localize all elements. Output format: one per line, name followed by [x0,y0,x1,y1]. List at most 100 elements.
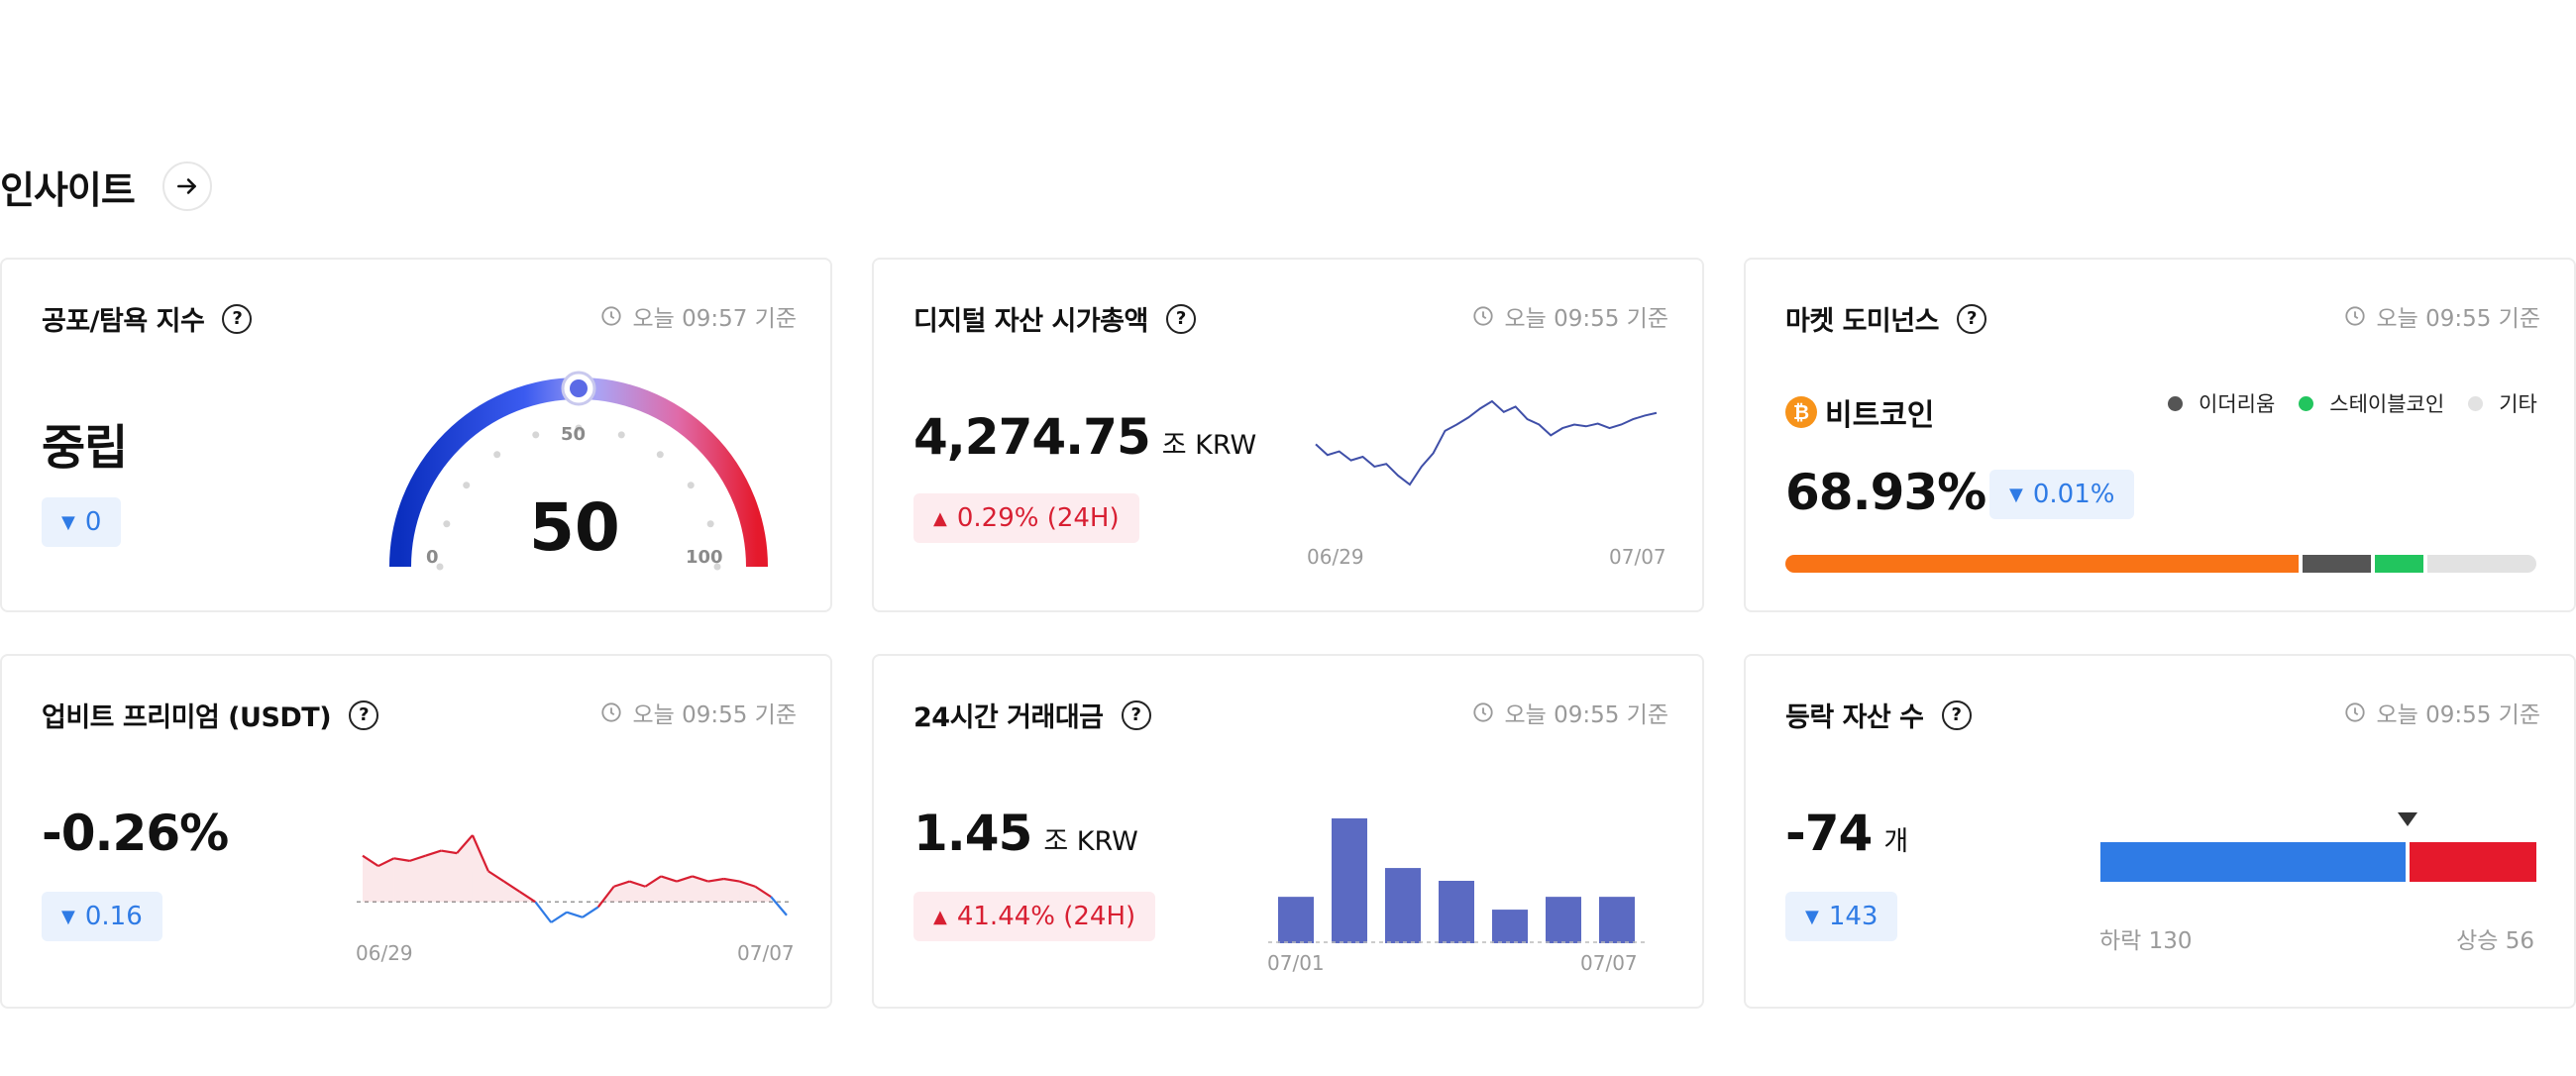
change-chip: ▲ 0.29% (24H) [913,493,1139,543]
market-cap-line-chart [1315,399,1658,486]
premium-area-segment [723,879,740,903]
timestamp: 오늘 09:55 기준 [2344,696,2540,729]
clock-icon [2345,306,2366,326]
triangle-down-icon: ▼ [2009,484,2023,505]
dominance-segment [2375,555,2428,573]
sentiment-status: 중립 [42,420,128,476]
change-value: 41.44% (24H) [956,902,1136,931]
premium-line-segment [471,834,489,872]
decline-segment [2100,842,2406,882]
marker-triangle-icon [2398,812,2417,826]
help-icon[interactable]: ? [1121,699,1151,730]
dominance-segment [1785,555,2304,573]
volume-bar [1332,818,1367,943]
x-end-label: 07/07 [737,941,795,965]
triangle-down-icon: ▼ [61,906,75,927]
change-chip: ▼ 0 [42,497,122,547]
volume-bar [1599,897,1635,943]
gauge-tick [443,520,451,528]
premium-line-segment [770,896,788,916]
market-dominance-card[interactable]: 마켓 도미넌스 ? 오늘 09:55 기준 ₿ 비트코인 68.93% ▼ 0.… [1744,258,2576,612]
legend-dot [2299,395,2314,411]
market-cap-value-row: 4,274.75 조 KRW [913,408,1256,466]
timestamp: 오늘 09:55 기준 [600,696,797,729]
help-icon[interactable]: ? [349,699,379,730]
gauge-tick [493,451,501,459]
gauge-tick [575,424,583,432]
advance-label: 상승 56 [2456,928,2534,954]
premium-line-segment [393,857,410,862]
premium-line-segment [754,885,772,899]
change-value: 0.01% [2032,480,2115,509]
premium-line-segment [534,901,553,923]
change-value: 143 [1828,902,1878,931]
upbit-premium-card[interactable]: 업비트 프리미엄 (USDT) ? 오늘 09:55 기준 -0.26% ▼ 0… [0,654,832,1009]
timestamp-text: 오늘 09:55 기준 [1504,702,1668,728]
insight-more-button[interactable] [161,161,212,211]
premium-area-segment [393,858,410,903]
premium-area-segment [692,876,708,903]
volume-bar [1278,897,1314,943]
premium-line-segment [518,891,536,904]
premium-area-segment [409,855,426,903]
premium-line-segment [692,875,709,883]
clock-icon [1473,306,1494,326]
gauge-min-label: 0 [426,547,439,568]
legend-item-ethereum: 이더리움 [2168,388,2275,418]
section-title: 인사이트 [0,167,136,212]
volume-bar [1492,910,1528,943]
dominance-segment [2427,555,2536,573]
premium-line-segment [676,875,694,883]
premium-line-segment [739,880,756,888]
gauge-tick [463,482,471,489]
market-cap-card[interactable]: 디지털 자산 시가총액 ? 오늘 09:55 기준 4,274.75 조 KRW… [872,258,1704,612]
premium-area-segment [629,881,646,903]
help-icon[interactable]: ? [1941,699,1972,730]
gauge-tick [436,563,444,571]
sentiment-label: 중립 [42,408,128,478]
premium-line-segment [456,834,474,854]
advance-decline-card[interactable]: 등락 자산 수 ? 오늘 09:55 기준 -74 개 ▼ 143 하락 130… [1744,654,2576,1009]
change-value: 0 [84,507,102,537]
change-chip: ▼ 0.01% [1989,470,2135,519]
change-chip: ▼ 0.16 [42,892,162,941]
premium-line-segment [441,849,458,855]
help-icon[interactable]: ? [222,303,253,334]
premium-line-segment [596,886,615,909]
card-title: 업비트 프리미엄 (USDT) [42,702,332,733]
help-icon[interactable]: ? [1956,303,1986,334]
clock-icon [1473,702,1494,722]
premium-area-segment [487,871,504,903]
fear-greed-card[interactable]: 공포/탐욕 지수 ? 오늘 09:57 기준 중립 ▼ 0 0 50 100 5… [0,258,832,612]
premium-area-segment [645,876,662,903]
dominance-value-row: 68.93% [1785,464,1986,521]
legend-label: 기타 [2499,392,2537,416]
card-title-row: 업비트 프리미엄 (USDT) ? [42,696,379,734]
volume-bar-chart [1268,818,1645,943]
premium-value-row: -0.26% [42,805,229,862]
premium-line-segment [503,880,521,893]
premium-area-segment [472,835,488,903]
premium-area-segment [363,855,378,903]
timestamp: 오늘 09:55 기준 [1472,299,1668,333]
premium-area-segment [425,850,442,903]
premium-line-segment [362,854,379,867]
help-icon[interactable]: ? [1165,303,1196,334]
timestamp: 오늘 09:55 기준 [1472,696,1668,729]
x-start-label: 06/29 [356,941,413,965]
premium-area-segment [707,879,724,903]
dominance-bar [1785,555,2536,573]
legend-dot [2168,395,2183,411]
advance-decline-bar [2100,812,2536,882]
gauge-max-label: 100 [686,547,723,568]
volume-bar [1439,881,1474,943]
legend-item-others: 기타 [2468,388,2537,418]
bitcoin-icon: ₿ [1785,396,1817,428]
timestamp-text: 오늘 09:55 기준 [632,702,797,728]
x-start-label: 06/29 [1307,545,1364,569]
premium-area-segment [457,835,473,903]
coin-row: ₿ 비트코인 [1785,390,1934,434]
volume-24h-card[interactable]: 24시간 거래대금 ? 오늘 09:55 기준 1.45 조 KRW ▲ 41.… [872,654,1704,1009]
timestamp-text: 오늘 09:57 기준 [632,306,797,332]
volume-value: 1.45 [913,805,1032,862]
